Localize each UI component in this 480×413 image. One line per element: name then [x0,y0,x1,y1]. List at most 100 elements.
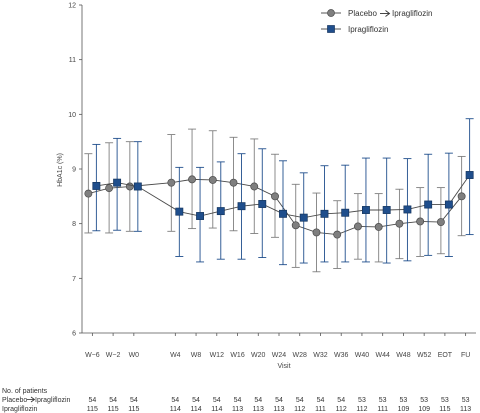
patients-count: 53 [441,397,449,404]
data-point [436,218,445,226]
patients-table-cells: 54 54 54 54 54 54 54 54 54 54 54 54 53 53 53 53 53 53 115 1… [87,397,472,413]
patients-count: 54 [130,397,138,404]
patients-count: 114 [170,406,181,413]
x-tick-label: W52 [417,352,432,359]
data-point [279,209,287,218]
data-point [250,182,259,191]
patients-table-title: No. of patients [2,388,48,395]
data-point [341,208,350,217]
data-point [333,230,342,239]
data-point [175,207,184,216]
data-point [125,182,134,191]
plot-frame [81,5,476,334]
patients-count: 113 [273,406,284,413]
data-point [444,200,453,209]
data-point [113,178,122,187]
legend-label-ipragliflozin: Ipragliflozin [348,25,388,34]
x-tick-label: W16 [230,352,245,359]
patients-table: No. of patients Placebo Ipragliflozin Ip… [2,388,471,413]
patients-count: 111 [315,406,326,413]
data-point [416,217,425,226]
data-point [403,205,412,214]
patients-count: 115 [439,406,450,413]
y-axis-label: HbA1c (%) [57,153,64,187]
patients-row-label-ipragliflozin: Ipragliflozin [2,406,38,413]
data-point [395,219,404,228]
data-point [196,212,205,220]
data-point [92,181,101,190]
patients-count: 54 [171,397,179,404]
series-layer [84,118,474,273]
patients-row-label-placebo-suffix: Ipragliflozin [35,397,71,404]
data-point [312,228,321,237]
x-tick-label: W36 [334,352,349,359]
patients-count: 53 [400,397,408,404]
patients-count: 54 [337,397,345,404]
data-point [105,184,114,193]
data-point [229,178,238,187]
data-point [353,222,362,231]
series-1 [92,118,474,266]
data-point [465,171,474,179]
patients-count: 54 [234,397,242,404]
patients-count: 115 [87,406,98,413]
patients-count: 114 [190,406,201,413]
x-tick-label: W−2 [106,352,121,359]
patients-count: 114 [211,406,222,413]
patients-count: 109 [398,406,410,413]
patients-count: 54 [254,397,262,404]
x-tick-label: FU [461,352,470,359]
data-point [424,200,433,209]
legend-label-placebo-suffix: Ipragliflozin [392,9,432,18]
y-tick-label: 9 [72,167,76,174]
patients-count: 113 [253,406,264,413]
x-tick-label: W24 [272,352,287,359]
patients-row-label-placebo: Placebo [2,397,27,404]
y-tick-label: 11 [69,57,76,64]
data-point [133,182,142,191]
data-point [382,206,391,214]
x-tick-label: W40 [355,352,370,359]
patients-count: 112 [336,406,347,413]
y-tick-label: 12 [68,3,76,10]
legend-label-placebo: Placebo [348,9,377,18]
y-tick-label: 8 [72,221,76,228]
patients-count: 113 [460,406,471,413]
data-point [258,200,267,208]
patients-count: 111 [377,406,388,413]
x-tick-label: W12 [210,352,225,359]
x-tick-label: W−6 [85,352,100,359]
patients-count: 53 [420,397,428,404]
x-tick-label: W0 [129,352,140,359]
x-tick-label: W20 [251,352,266,359]
data-point [457,192,466,201]
patients-count: 54 [109,397,117,404]
patients-count: 112 [356,406,367,413]
y-tick-label: 10 [68,112,76,119]
patients-count: 112 [294,406,305,413]
legend-marker-placebo [327,9,335,17]
patients-count: 54 [317,397,325,404]
x-tick-label: W48 [396,352,411,359]
patients-count: 54 [192,397,200,404]
series-0 [84,128,466,273]
x-tick-label: W4 [170,352,181,359]
data-point [84,189,93,198]
x-axis-label: Visit [277,363,290,370]
patients-count: 53 [379,397,387,404]
x-tick-label: W44 [375,352,390,359]
patients-count: 109 [418,406,430,413]
x-axis: W−6 W−2 W0 W4 W8 W12 W16 W20 W24 W28 W32 W36 W40 W44 W… [85,333,470,359]
y-tick-label: 6 [72,331,76,338]
data-point [216,207,225,216]
x-tick-label: EOT [438,352,453,359]
data-point [188,175,197,184]
data-point [271,192,279,201]
y-axis: 6 7 8 9 10 11 12 [68,3,82,338]
x-tick-label: W32 [313,352,328,359]
data-point [320,209,329,218]
x-tick-label: W28 [293,352,308,359]
data-point [291,221,300,230]
data-point [237,202,246,211]
